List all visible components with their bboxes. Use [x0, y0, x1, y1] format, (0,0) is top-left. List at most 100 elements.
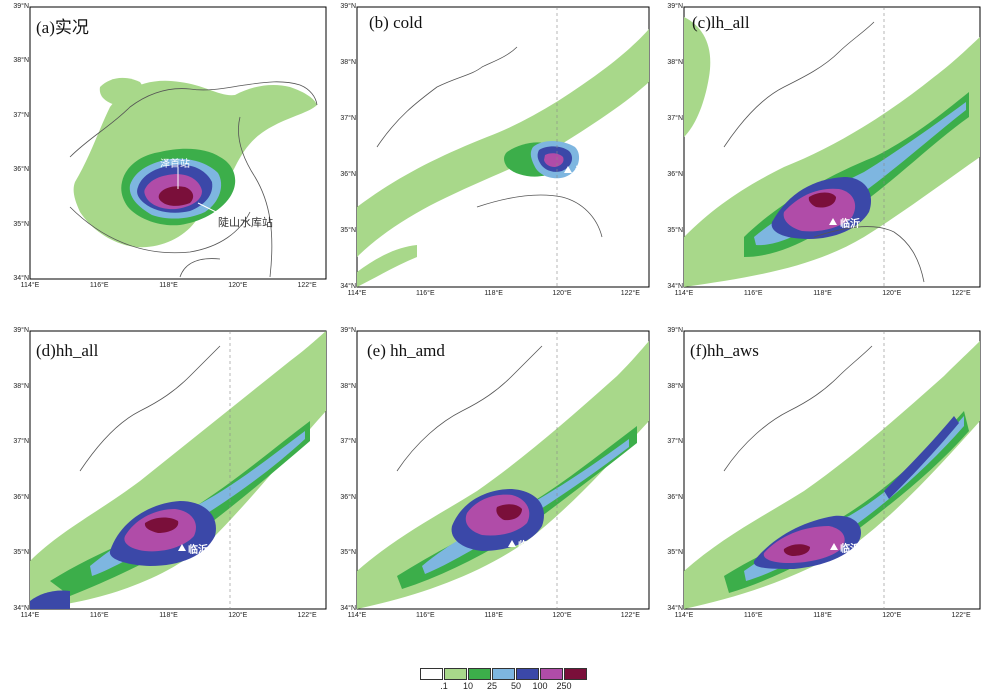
lat-tick-label: 38°N — [667, 382, 683, 390]
lat-tick-label: 37°N — [667, 115, 683, 122]
panel-d-title: (d)hh_all — [36, 341, 99, 360]
lon-tick-label: 118°E — [159, 612, 178, 619]
lon-tick-label: 118°E — [813, 290, 832, 297]
lon-tick-label: 114°E — [20, 282, 40, 289]
lat-tick-label: 36°N — [13, 166, 29, 174]
panel-e-title: (e) hh_amd — [367, 341, 445, 360]
lat-tick-label: 34°N — [13, 275, 29, 282]
lon-tick-label: 116°E — [89, 282, 109, 289]
lon-tick-label: 114°E — [347, 612, 367, 619]
legend-label: 25 — [486, 681, 497, 691]
panel-a: (a)实况 泽首站 陡山水库站 — [29, 6, 327, 280]
lon-tick-label: 118°E — [484, 290, 503, 297]
station-label-upper: 泽首站 — [160, 159, 190, 170]
map-a — [29, 6, 327, 280]
precip-legend: .1 10 25 50 100 250 — [420, 668, 620, 694]
lon-tick-label: 122°E — [620, 290, 640, 297]
legend-label: .1 — [440, 681, 448, 691]
lat-tick-label: 34°N — [667, 605, 683, 612]
lat-tick-label: 37°N — [667, 438, 683, 446]
legend-swatch — [516, 668, 539, 680]
lon-tick-label: 122°E — [297, 282, 317, 289]
lon-tick-label: 120°E — [882, 612, 902, 619]
lon-tick-label: 118°E — [484, 612, 503, 619]
lon-tick-label: 116°E — [415, 290, 435, 297]
legend-label: 250 — [556, 681, 572, 691]
lat-tick-label: 39°N — [340, 327, 356, 334]
lat-tick-label: 36°N — [667, 171, 683, 178]
panel-c: (c)lh_all 临沂 — [683, 6, 981, 288]
lon-tick-label: 122°E — [297, 612, 317, 619]
lon-tick-label: 122°E — [620, 612, 640, 619]
map-c — [683, 6, 981, 288]
lat-tick-label: 34°N — [667, 283, 683, 290]
lat-tick-label: 38°N — [13, 57, 29, 65]
lon-tick-label: 114°E — [347, 290, 367, 297]
panel-e: (e) hh_amd 临沂 — [356, 330, 650, 610]
lon-tick-label: 118°E — [159, 282, 178, 289]
lon-tick-label: 114°E — [674, 612, 694, 619]
lat-tick-label: 38°N — [667, 59, 683, 66]
legend-label: 10 — [462, 681, 473, 691]
lat-tick-label: 39°N — [13, 3, 29, 10]
panel-a-title: (a)实况 — [36, 18, 89, 37]
lon-tick-label: 120°E — [228, 612, 248, 619]
station-label-lower: 陡山水库站 — [218, 216, 273, 229]
lat-tick-label: 38°N — [340, 382, 356, 390]
marker-label-f: 临沂 — [840, 544, 860, 555]
lat-tick-label: 35°N — [340, 227, 356, 234]
map-e — [356, 330, 650, 610]
lat-tick-label: 34°N — [340, 283, 356, 290]
panel-f-title: (f)hh_aws — [690, 341, 759, 360]
lat-tick-label: 34°N — [340, 605, 356, 612]
lon-tick-label: 120°E — [882, 290, 902, 297]
lon-tick-label: 116°E — [743, 612, 763, 619]
legend-swatch — [492, 668, 515, 680]
marker-label-d: 临沂 — [188, 545, 208, 556]
lon-tick-label: 114°E — [20, 612, 40, 619]
map-d — [29, 330, 327, 610]
lat-tick-label: 36°N — [340, 493, 356, 501]
panel-c-title: (c)lh_all — [692, 13, 750, 32]
lat-tick-label: 35°N — [667, 549, 683, 557]
lat-tick-label: 37°N — [13, 111, 29, 119]
lon-tick-label: 114°E — [674, 290, 694, 297]
lat-tick-label: 35°N — [13, 220, 29, 228]
panel-d: (d)hh_all 临沂 — [29, 330, 327, 610]
lat-tick-label: 38°N — [13, 382, 29, 390]
legend-swatch — [420, 668, 443, 680]
panel-f: (f)hh_aws 临沂 — [683, 330, 981, 610]
marker-label-e: 临沂 — [518, 541, 538, 552]
lon-tick-label: 118°E — [813, 612, 832, 619]
lon-tick-label: 122°E — [951, 612, 971, 619]
lat-tick-label: 39°N — [340, 3, 356, 10]
lat-tick-label: 39°N — [13, 327, 29, 334]
legend-label: 50 — [510, 681, 521, 691]
lat-tick-label: 36°N — [667, 493, 683, 501]
lon-tick-label: 120°E — [552, 290, 572, 297]
lat-tick-label: 37°N — [340, 438, 356, 446]
legend-swatch — [444, 668, 467, 680]
legend-swatch — [540, 668, 563, 680]
lat-tick-label: 38°N — [340, 59, 356, 66]
lon-tick-label: 116°E — [89, 612, 109, 619]
lon-tick-label: 116°E — [415, 612, 435, 619]
legend-swatch — [468, 668, 491, 680]
lat-tick-label: 37°N — [13, 438, 29, 446]
map-b — [356, 6, 650, 288]
lat-tick-label: 39°N — [667, 327, 683, 334]
map-f — [683, 330, 981, 610]
panel-b: (b) cold 青岛 — [356, 6, 650, 288]
lat-tick-label: 34°N — [13, 605, 29, 612]
lat-tick-label: 36°N — [13, 493, 29, 501]
panel-b-title: (b) cold — [369, 13, 423, 32]
marker-label-c: 临沂 — [840, 219, 860, 230]
lat-tick-label: 35°N — [340, 549, 356, 557]
lon-tick-label: 120°E — [228, 282, 248, 289]
lon-tick-label: 116°E — [743, 290, 763, 297]
lat-tick-label: 36°N — [340, 171, 356, 178]
lat-tick-label: 39°N — [667, 3, 683, 10]
legend-label: 100 — [532, 681, 548, 691]
lat-tick-label: 37°N — [340, 115, 356, 122]
lon-tick-label: 122°E — [951, 290, 971, 297]
